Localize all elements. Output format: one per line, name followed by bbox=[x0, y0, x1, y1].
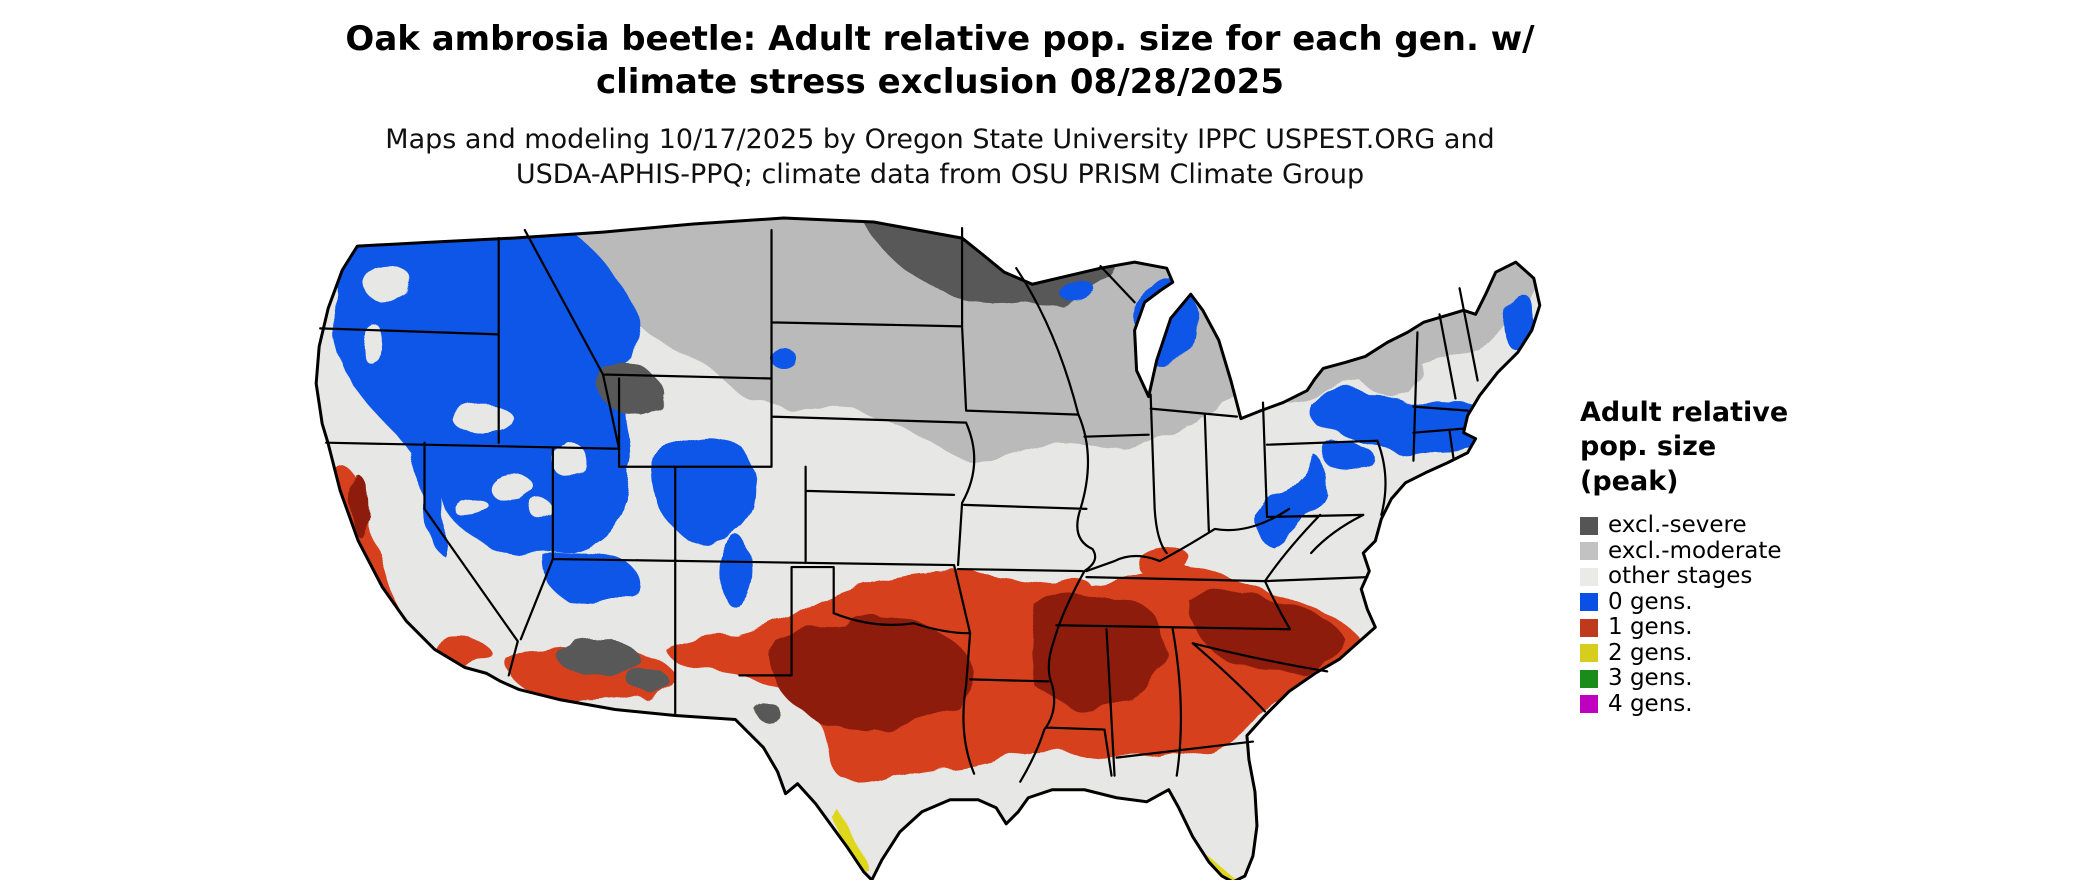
legend-swatch bbox=[1580, 695, 1598, 714]
map-legend: Adult relative pop. size (peak) excl.-se… bbox=[1580, 396, 1880, 717]
state-borders bbox=[319, 226, 1479, 783]
title-line-2: climate stress exclusion 08/28/2025 bbox=[595, 61, 1284, 102]
legend-item: excl.-moderate bbox=[1580, 538, 1880, 564]
header: Oak ambrosia beetle: Adult relative pop.… bbox=[290, 8, 1590, 192]
legend-item: 0 gens. bbox=[1580, 589, 1880, 615]
map-layer-severe-patches bbox=[557, 368, 779, 718]
legend-title-line-3: (peak) bbox=[1580, 465, 1679, 497]
legend-swatch bbox=[1580, 669, 1598, 688]
legend-item: 3 gens. bbox=[1580, 666, 1880, 692]
legend-item: excl.-severe bbox=[1580, 513, 1880, 539]
legend-swatch bbox=[1580, 593, 1598, 612]
legend-title-line-1: Adult relative bbox=[1580, 397, 1789, 428]
legend-swatch bbox=[1580, 567, 1598, 586]
legend-item: other stages bbox=[1580, 564, 1880, 590]
legend-title: Adult relative pop. size (peak) bbox=[1580, 396, 1880, 499]
us-outline bbox=[314, 216, 1542, 880]
legend-items: excl.-severe excl.-moderate other stages 0 … bbox=[1580, 513, 1880, 717]
us-map-svg bbox=[314, 216, 1542, 880]
title-line-1: Oak ambrosia beetle: Adult relative pop.… bbox=[345, 19, 1535, 59]
legend-title-line-2: pop. size bbox=[1580, 431, 1717, 463]
legend-item-label: excl.-moderate bbox=[1608, 537, 1782, 564]
subtitle-line-2: USDA-APHIS-PPQ; climate data from OSU PR… bbox=[515, 158, 1365, 190]
page-title: Oak ambrosia beetle: Adult relative pop.… bbox=[290, 18, 1590, 103]
legend-item: 4 gens. bbox=[1580, 691, 1880, 717]
legend-swatch bbox=[1580, 542, 1598, 561]
legend-swatch bbox=[1580, 644, 1598, 663]
legend-item-label: excl.-severe bbox=[1608, 512, 1747, 539]
legend-item-label: 0 gens. bbox=[1608, 588, 1693, 615]
page-subtitle: Maps and modeling 10/17/2025 by Oregon S… bbox=[290, 123, 1590, 192]
legend-item: 1 gens. bbox=[1580, 615, 1880, 641]
legend-item-label: 4 gens. bbox=[1608, 690, 1693, 717]
legend-item-label: 2 gens. bbox=[1608, 639, 1693, 666]
legend-item-label: other stages bbox=[1608, 563, 1753, 590]
legend-swatch bbox=[1580, 516, 1598, 535]
subtitle-line-1: Maps and modeling 10/17/2025 by Oregon S… bbox=[385, 124, 1495, 155]
legend-swatch bbox=[1580, 618, 1598, 637]
legend-item: 2 gens. bbox=[1580, 640, 1880, 666]
legend-item-label: 1 gens. bbox=[1608, 614, 1693, 641]
legend-item-label: 3 gens. bbox=[1608, 665, 1693, 692]
us-map bbox=[312, 208, 1556, 880]
